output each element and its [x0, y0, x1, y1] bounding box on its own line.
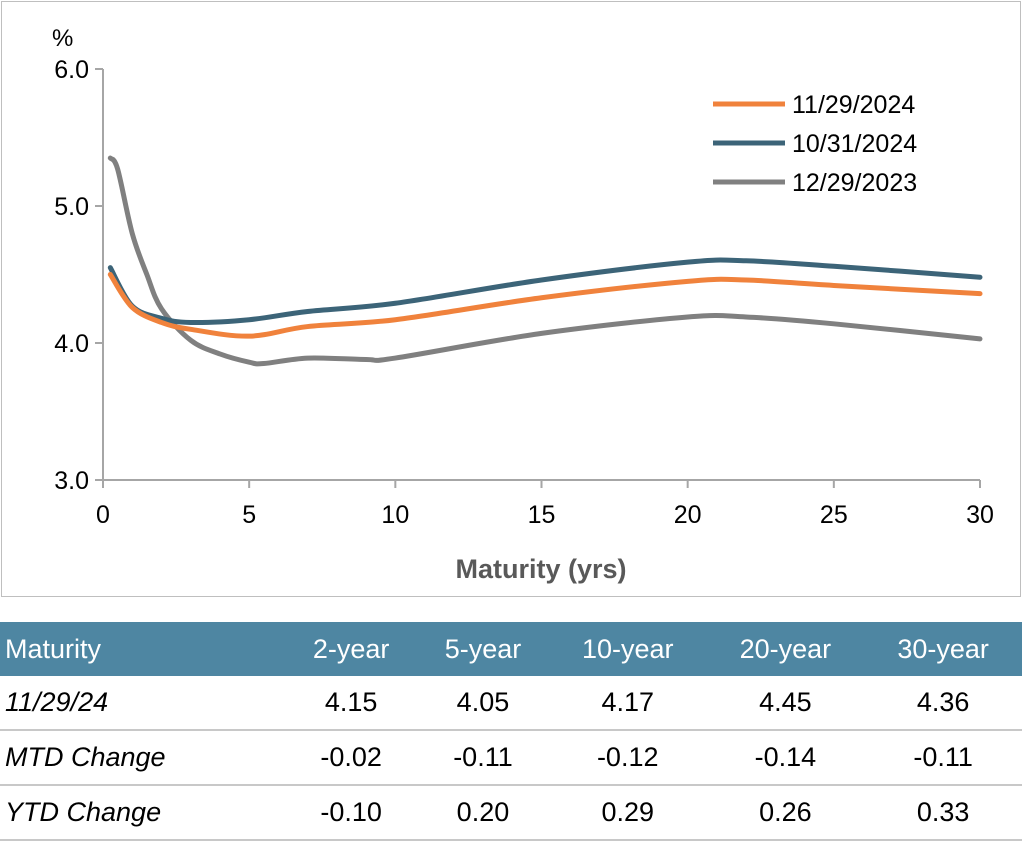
- y-axis-label: %: [52, 25, 73, 52]
- x-tick-label: 20: [674, 501, 702, 529]
- table-header-cell: 2-year: [285, 622, 418, 676]
- table-cell: -0.10: [285, 785, 418, 841]
- y-tick-label: 6.0: [54, 56, 89, 84]
- x-tick-label: 5: [242, 501, 256, 529]
- table-cell: 4.05: [417, 676, 549, 731]
- table-cell: -0.14: [706, 730, 865, 786]
- table-header-cell: 30-year: [864, 622, 1022, 676]
- y-tick-label: 3.0: [54, 467, 89, 495]
- table-row: YTD Change -0.10 0.20 0.29 0.26 0.33: [0, 785, 1022, 841]
- row-label: MTD Change: [0, 730, 286, 786]
- table-cell: 4.45: [706, 676, 865, 731]
- table-header-row: Maturity 2-year 5-year 10-year 20-year 30-yea…: [0, 622, 1022, 676]
- row-label: 11/29/24: [0, 676, 286, 731]
- legend-label: 11/29/2024: [792, 91, 915, 119]
- table-cell: 0.26: [706, 785, 865, 841]
- x-axis-label: Maturity (yrs): [455, 554, 626, 584]
- x-tick-label: 25: [820, 501, 848, 529]
- series-line-10-31-2024: [107, 257, 983, 325]
- x-tick-label: 15: [528, 501, 556, 529]
- row-label: YTD Change: [0, 785, 286, 841]
- yield-curve-chart: % Maturity (yrs) 3.0 4.0 5.0 6.0 0 5 10 15 20 25 3…: [52, 25, 994, 584]
- yield-table: Maturity 2-year 5-year 10-year 20-year 30-yea…: [0, 622, 1022, 841]
- x-tick-label: 0: [96, 501, 110, 529]
- table-cell: 4.36: [864, 676, 1022, 731]
- y-tick-label: 4.0: [54, 330, 89, 358]
- x-tick-label: 10: [381, 501, 409, 529]
- table-cell: -0.11: [864, 730, 1022, 786]
- legend-label: 10/31/2024: [792, 130, 917, 158]
- table-cell: 4.17: [548, 676, 707, 731]
- table-row: 11/29/24 4.15 4.05 4.17 4.45 4.36: [0, 676, 1022, 731]
- table-cell: 0.29: [548, 785, 707, 841]
- x-tick-label: 30: [966, 501, 994, 529]
- table-header-cell: 10-year: [548, 622, 707, 676]
- table-cell: 0.33: [864, 785, 1022, 841]
- legend-label: 12/29/2023: [792, 169, 917, 197]
- table-row: MTD Change -0.02 -0.11 -0.12 -0.14 -0.11: [0, 730, 1022, 786]
- table-header-cell: Maturity: [0, 622, 286, 676]
- table-cell: 0.20: [417, 785, 549, 841]
- table-cell: -0.11: [417, 730, 549, 786]
- table-cell: -0.02: [285, 730, 418, 786]
- table-header-cell: 20-year: [706, 622, 865, 676]
- series-line-11-29-2024: [107, 272, 983, 339]
- chart-frame: [1, 1, 1021, 597]
- table-cell: -0.12: [548, 730, 707, 786]
- series-line-12-29-2023: [107, 155, 983, 367]
- y-tick-label: 5.0: [54, 193, 89, 221]
- table-cell: 4.15: [285, 676, 418, 731]
- table-header-cell: 5-year: [417, 622, 549, 676]
